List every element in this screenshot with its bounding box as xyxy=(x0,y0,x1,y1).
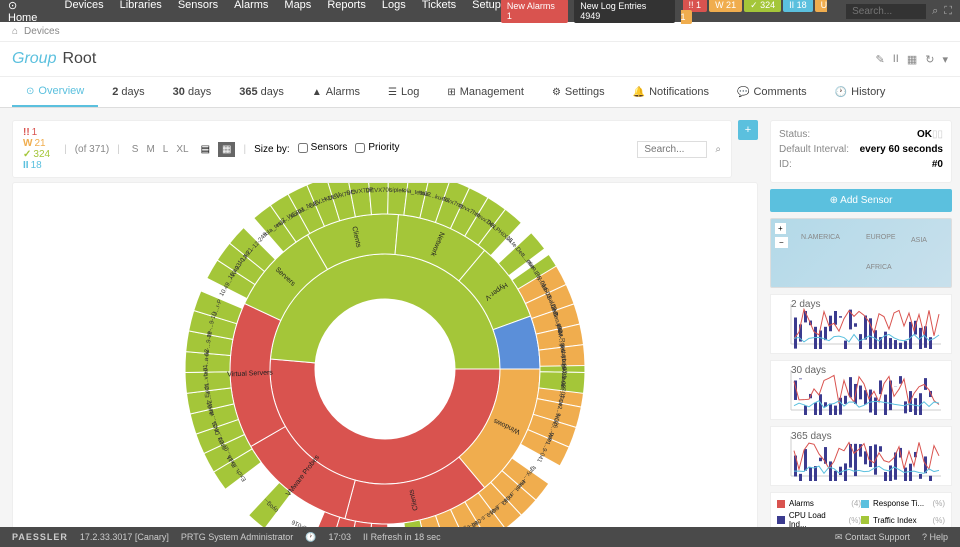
legend-item: Alarms(4) xyxy=(777,499,861,508)
list-view-icon[interactable]: ▤ xyxy=(201,144,210,155)
tab-2-days[interactable]: 2 days xyxy=(98,77,158,107)
user: PRTG System Administrator xyxy=(181,532,293,542)
refresh-status: II Refresh in 18 sec xyxy=(363,532,441,542)
search-icon[interactable]: ⌕ xyxy=(715,144,721,155)
tab-history[interactable]: 🕐History xyxy=(821,77,900,107)
mini-chart-365-days[interactable]: 365 days xyxy=(770,426,952,486)
menu-icon[interactable]: ▾ xyxy=(942,53,948,66)
mini-chart-2-days[interactable]: 2 days xyxy=(770,294,952,354)
legend-item: Response Ti...(%) xyxy=(861,499,945,508)
nav-sensors[interactable]: Sensors xyxy=(178,0,218,24)
total-count: (of 371) xyxy=(75,144,109,155)
version: 17.2.33.3017 [Canary] xyxy=(80,532,169,542)
nav-maps[interactable]: Maps xyxy=(284,0,311,24)
fullscreen-icon[interactable]: ⛶ xyxy=(944,5,952,18)
tab-notifications[interactable]: 🔔Notifications xyxy=(619,77,723,107)
info-row: Status:OK xyxy=(779,129,932,140)
toolbar-search-input[interactable] xyxy=(637,141,707,158)
titlebar: Group Root ✎ II ▦ ↻ ▾ xyxy=(0,42,960,77)
topbar: ⊙ Home Devices Libraries Sensors Alarms Maps R… xyxy=(0,0,960,22)
size-xl[interactable]: XL xyxy=(172,142,192,157)
toolbar: !! 1W 21✓ 324II 18 | (of 371) | SMLXL ▤ … xyxy=(12,120,732,178)
size-l[interactable]: L xyxy=(159,142,173,157)
add-sensor-button[interactable]: ⊕ Add Sensor xyxy=(770,189,952,212)
page-title: Root xyxy=(62,50,96,68)
side-panel: ▯▯ Status:OK Default Interval:every 60 se… xyxy=(770,108,960,545)
tabs: ⊙Overview2 days30 days365 days▲Alarms☰Lo… xyxy=(0,77,960,108)
info-row: ID:#0 xyxy=(779,159,943,170)
footer: PAESSLER 17.2.33.3017 [Canary] PRTG Syst… xyxy=(0,527,960,547)
tab-comments[interactable]: 💬Comments xyxy=(723,77,821,107)
tab-alarms[interactable]: ▲Alarms xyxy=(298,77,374,107)
mini-chart-30-days[interactable]: 30 days xyxy=(770,360,952,420)
nav-logs[interactable]: Logs xyxy=(382,0,406,24)
world-map[interactable]: + − N.AMERICA EUROPE ASIA AFRICA xyxy=(770,218,952,288)
group-label: Group xyxy=(12,50,56,68)
tab-management[interactable]: ⊞Management xyxy=(433,77,538,107)
status-badge[interactable]: W 21 xyxy=(709,0,742,12)
help-link[interactable]: ? Help xyxy=(922,532,948,543)
sunburst-chart[interactable]: WindowsClientsVMware ProbesVirtual Serve… xyxy=(12,182,758,545)
main-content: !! 1W 21✓ 324II 18 | (of 371) | SMLXL ▤ … xyxy=(0,108,960,545)
tab-log[interactable]: ☰Log xyxy=(374,77,433,107)
pause-icon[interactable]: II xyxy=(893,53,899,66)
zoom-in-icon[interactable]: + xyxy=(775,223,786,234)
new-log-badge[interactable]: New Log Entries 4949 xyxy=(574,0,674,23)
status-badge[interactable]: ✓ 324 xyxy=(744,0,781,12)
size-s[interactable]: S xyxy=(128,142,143,157)
size-m[interactable]: M xyxy=(142,142,158,157)
main-nav: ⊙ Home Devices Libraries Sensors Alarms Maps R… xyxy=(8,0,501,24)
checkbox-sensors[interactable]: Sensors xyxy=(298,142,348,153)
topbar-right: New Alarms 1 New Log Entries 4949 !! 1W … xyxy=(501,0,952,23)
refresh-icon[interactable]: ↻ xyxy=(925,53,934,66)
global-search-input[interactable] xyxy=(846,4,926,19)
add-button[interactable]: + xyxy=(738,120,758,140)
status-badge[interactable]: II 18 xyxy=(783,0,813,12)
brand-logo: PAESSLER xyxy=(12,532,68,542)
contact-support-link[interactable]: ✉ Contact Support xyxy=(835,532,910,543)
edit-icon[interactable]: ✎ xyxy=(876,53,885,66)
nav-alarms[interactable]: Alarms xyxy=(234,0,268,24)
nav-tickets[interactable]: Tickets xyxy=(422,0,456,24)
stat-badge[interactable]: II 18 xyxy=(23,160,50,171)
tab-settings[interactable]: ⚙Settings xyxy=(538,77,619,107)
size-selector: SMLXL xyxy=(128,144,193,155)
grid-view-icon[interactable]: ▦ xyxy=(218,142,235,157)
search-icon[interactable]: ⌕ xyxy=(932,5,938,18)
tab-365-days[interactable]: 365 days xyxy=(225,77,298,107)
breadcrumb: ⌂ Devices xyxy=(0,22,960,42)
collapse-icon[interactable]: ▯▯ xyxy=(932,129,943,140)
new-alarms-badge[interactable]: New Alarms 1 xyxy=(501,0,568,23)
size-by-label: Size by: xyxy=(254,144,290,155)
info-box: ▯▯ Status:OK Default Interval:every 60 se… xyxy=(770,120,952,183)
info-row: Default Interval:every 60 seconds xyxy=(779,144,943,155)
home-icon[interactable]: ⌂ xyxy=(12,26,18,37)
nav-devices[interactable]: Devices xyxy=(65,0,104,24)
nav-home[interactable]: ⊙ Home xyxy=(8,0,49,24)
nav-setup[interactable]: Setup xyxy=(472,0,501,24)
nav-reports[interactable]: Reports xyxy=(327,0,366,24)
nav-libraries[interactable]: Libraries xyxy=(120,0,162,24)
tab-overview[interactable]: ⊙Overview xyxy=(12,77,98,107)
tab-30-days[interactable]: 30 days xyxy=(159,77,226,107)
checkbox-priority[interactable]: Priority xyxy=(355,142,399,153)
stat-badge[interactable]: W 21 xyxy=(23,138,50,149)
title-tools: ✎ II ▦ ↻ ▾ xyxy=(876,53,949,66)
stat-badge[interactable]: ✓ 324 xyxy=(23,149,50,160)
clock-icon: 🕐 xyxy=(305,532,316,543)
chart-icon[interactable]: ▦ xyxy=(907,53,917,66)
stat-badge[interactable]: !! 1 xyxy=(23,127,50,138)
zoom-out-icon[interactable]: − xyxy=(775,237,788,248)
